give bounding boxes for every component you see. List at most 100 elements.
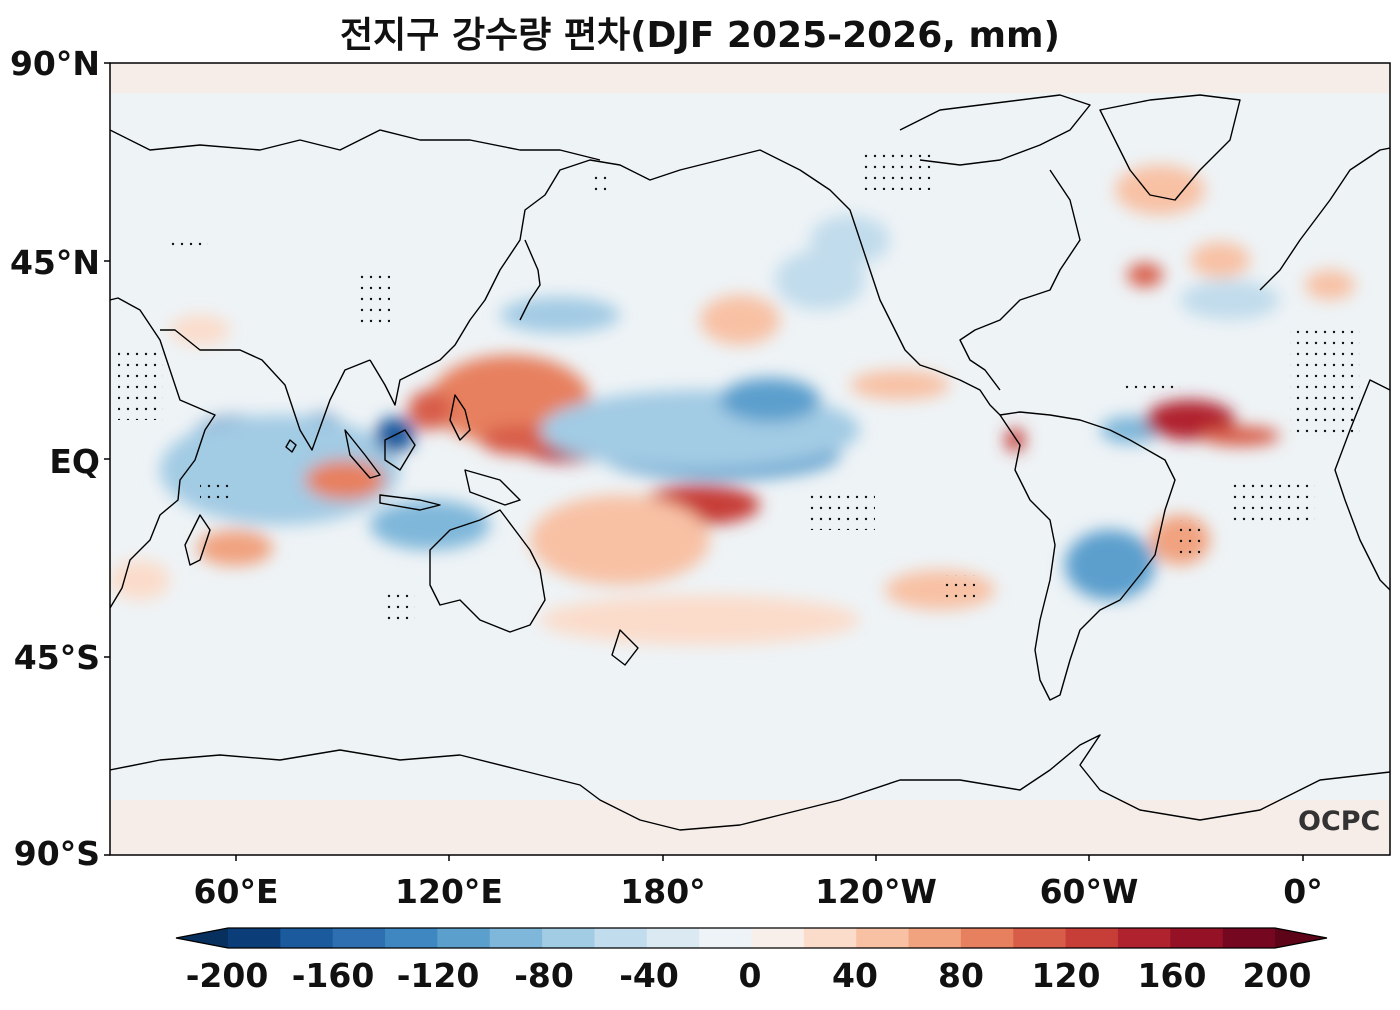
colorbar-label: 160 [1137, 956, 1207, 995]
lat-label-90s: 90°S [13, 834, 100, 873]
colorbar-over-arrow [1275, 928, 1327, 948]
colorbar-segment [1013, 928, 1067, 948]
pos-maritime-west [305, 460, 385, 500]
coast-madagascar [184, 514, 211, 566]
neg-maritime-south [370, 500, 490, 550]
coast-sri-lanka [285, 439, 297, 453]
coast-greenland [1099, 94, 1241, 201]
coast-new-guinea [464, 469, 521, 506]
colorbar-segment [960, 928, 1014, 948]
coast-japan [519, 239, 541, 321]
colorbar-segment [228, 928, 281, 948]
axis-ticks [104, 62, 1304, 861]
colorbar-label: -120 [396, 956, 480, 995]
neg-north-america [810, 215, 890, 265]
neg-europe [1180, 280, 1280, 320]
pos-northeast-pacific [700, 295, 780, 345]
coast-australia [429, 509, 546, 633]
colorbar-segment [280, 928, 334, 948]
colorbar-label: 40 [832, 956, 878, 995]
pos-east-pacific [850, 370, 950, 400]
pos-greenland [1115, 165, 1205, 215]
coast-se-asia [369, 159, 721, 406]
coast-africa-east [110, 297, 216, 609]
coast-alaska [719, 149, 861, 241]
neg-pacific-north [720, 378, 820, 422]
anomaly-field [110, 165, 1355, 645]
pos-south-china-sea [408, 390, 452, 430]
colorbar-segment [1170, 928, 1224, 948]
coast-new-zealand [611, 629, 639, 666]
coast-arctic-eurasia [110, 129, 601, 161]
coast-north-america-east [959, 169, 1081, 391]
lon-label-120e: 120°E [395, 872, 503, 911]
colorbar-segment [542, 928, 596, 948]
colorbar-segment [1222, 928, 1276, 948]
pos-north-atlantic [1127, 263, 1163, 287]
coast-arctic-canada [899, 94, 1091, 166]
lon-label-60w: 60°W [1039, 872, 1139, 911]
antarctic-band [110, 800, 1390, 855]
colorbar-label: 200 [1242, 956, 1312, 995]
coast-west-africa [1334, 379, 1390, 591]
lon-label-0: 0° [1283, 872, 1323, 911]
coastlines [110, 94, 1390, 831]
lat-label-90n: 90°N [9, 44, 100, 83]
neg-north-pacific [500, 297, 620, 333]
colorbar-segment [1117, 928, 1171, 948]
pos-colombia [1005, 428, 1025, 452]
coast-sumatra [344, 429, 381, 479]
pos-mid-atlantic [1190, 242, 1250, 278]
colorbar-segment [856, 928, 910, 948]
colorbar-segment [489, 928, 543, 948]
colorbar [175, 927, 1328, 949]
coast-philippines [449, 394, 471, 441]
colorbar-segment [699, 928, 753, 948]
arctic-band [110, 63, 1390, 93]
lat-label-45n: 45°N [9, 243, 100, 282]
coast-europe [1259, 147, 1390, 291]
colorbar-label: -200 [185, 956, 269, 995]
pos-south-indian [197, 530, 273, 566]
coast-java [379, 494, 441, 511]
stippling [118, 152, 1360, 620]
colorbar-label: -40 [619, 956, 679, 995]
lat-label-45s: 45°S [13, 638, 100, 677]
lon-label-180: 180° [620, 872, 706, 911]
coast-arabia [160, 329, 371, 451]
colorbar-segment [385, 928, 438, 948]
colorbar-segment [1065, 928, 1119, 948]
lon-label-120w: 120°W [815, 872, 937, 911]
colorbar-segment [437, 928, 491, 948]
colorbar-segment [646, 928, 700, 948]
coast-north-america-west [859, 239, 1001, 416]
lon-label-60e: 60°E [193, 872, 279, 911]
colorbar-segment [332, 928, 386, 948]
pos-wpac-equator [480, 425, 560, 455]
colorbar-outline [175, 927, 1328, 949]
colorbar-label: -80 [514, 956, 574, 995]
neg-sa-southeast [1065, 530, 1155, 600]
pos-spcz-wide [530, 495, 710, 585]
coast-south-america [999, 411, 1176, 701]
colorbar-segment [594, 928, 648, 948]
lat-label-eq: EQ [49, 442, 100, 481]
ocpc-logo: OCPC [1298, 806, 1381, 837]
neg-amazon [1100, 416, 1160, 444]
pos-africa-south [110, 560, 170, 600]
pos-south-ocean [540, 595, 860, 645]
colorbar-segment [803, 928, 857, 948]
colorbar-label: -160 [291, 956, 375, 995]
neg-east-pacific [775, 250, 865, 310]
colorbar-label: 80 [938, 956, 984, 995]
coast-antarctica [110, 734, 1390, 831]
map-title: 전지구 강수량 편차(DJF 2025-2026, mm) [340, 15, 1060, 56]
colorbar-under-arrow [176, 928, 228, 948]
colorbar-segment [908, 928, 962, 948]
colorbar-label: 120 [1031, 956, 1101, 995]
colorbar-segment [751, 928, 805, 948]
pos-trop-atlantic-east [1200, 426, 1280, 446]
coast-borneo [384, 429, 416, 471]
colorbar-label: 0 [738, 956, 762, 995]
